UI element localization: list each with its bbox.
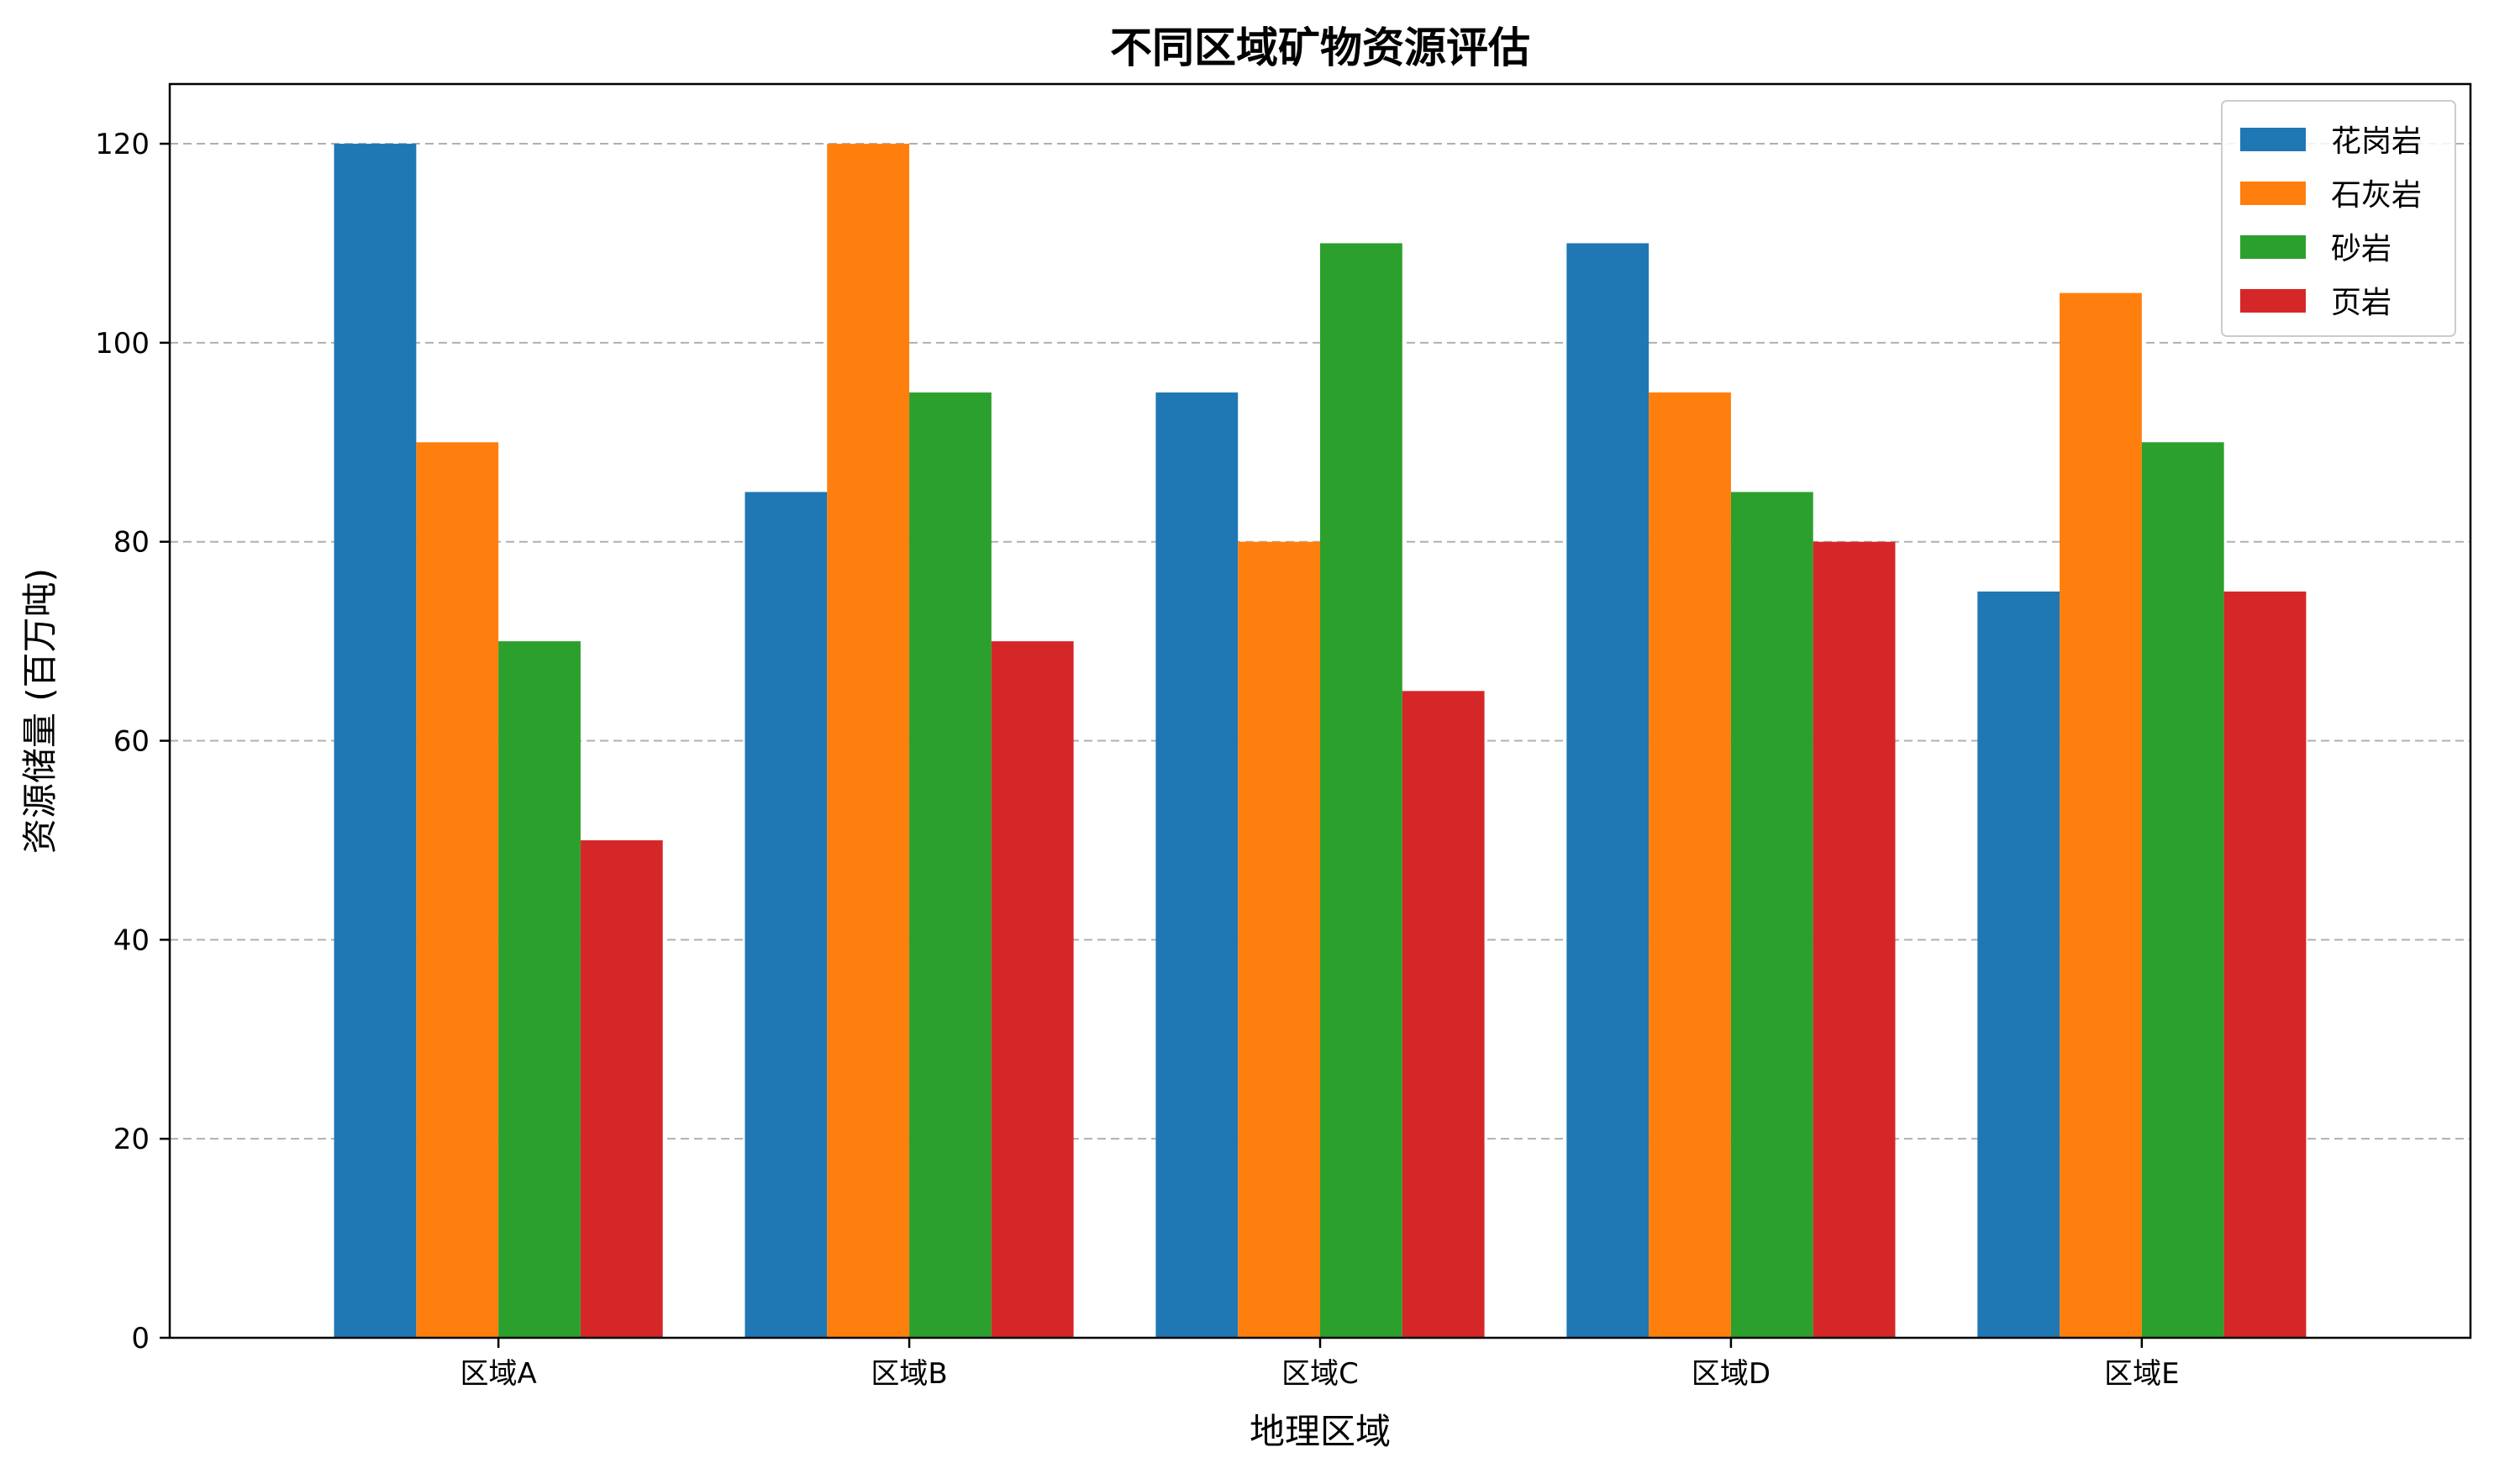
bar-1-3 [498,641,581,1338]
x-tick-label: 区域E [2104,1357,2179,1391]
y-axis-ticks: 0 20 40 60 80 100 120 [95,128,170,1355]
bar-1-4 [580,839,663,1338]
legend-swatch [2240,235,2306,259]
legend-label: 石灰岩 [2331,178,2422,213]
bar-5-2 [2060,292,2142,1339]
bar-2-3 [909,392,992,1339]
bar-3-4 [1402,691,1485,1338]
legend-label: 页岩 [2331,286,2391,320]
x-tick-label: 区域A [460,1357,537,1391]
y-tick-label: 80 [113,526,150,560]
y-tick-label: 20 [113,1123,150,1156]
x-tick-label: 区域B [871,1357,947,1391]
y-tick-label: 40 [113,924,150,957]
bar-5-4 [2223,591,2307,1338]
x-axis-label: 地理区域 [1250,1411,1391,1452]
legend-swatch [2240,289,2306,313]
x-tick-label: 区域C [1281,1357,1359,1391]
y-axis-label: 资源储量 (百万吨) [19,568,61,854]
bar-3-3 [1320,243,1402,1338]
legend-label: 花岗岩 [2331,124,2422,159]
bar-5-3 [2141,442,2224,1339]
bar-4-2 [1649,392,1731,1339]
legend-swatch [2240,128,2306,151]
bar-1-1 [334,144,417,1339]
bar-4-1 [1566,243,1650,1338]
legend-box [2221,100,2456,337]
bars-group [334,144,2307,1339]
y-tick-label: 120 [95,128,150,161]
y-tick-label: 100 [95,327,150,360]
bar-4-4 [1813,541,1896,1338]
legend-swatch [2240,182,2306,205]
x-axis-ticks: 区域A 区域B 区域C 区域D 区域E [460,1338,2180,1391]
legend-label: 砂岩 [2331,232,2391,266]
bar-5-1 [1977,591,2060,1338]
bar-2-4 [991,641,1074,1338]
bar-3-1 [1155,392,1239,1339]
bar-4-3 [1730,492,1813,1338]
bar-3-2 [1238,541,1320,1338]
bar-2-2 [827,144,910,1339]
x-tick-label: 区域D [1692,1357,1771,1391]
y-tick-label: 0 [131,1322,150,1355]
y-tick-label: 60 [113,725,150,759]
chart-title: 不同区域矿物资源评估 [1110,24,1530,72]
bar-2-1 [745,492,828,1338]
bar-1-2 [416,442,499,1339]
